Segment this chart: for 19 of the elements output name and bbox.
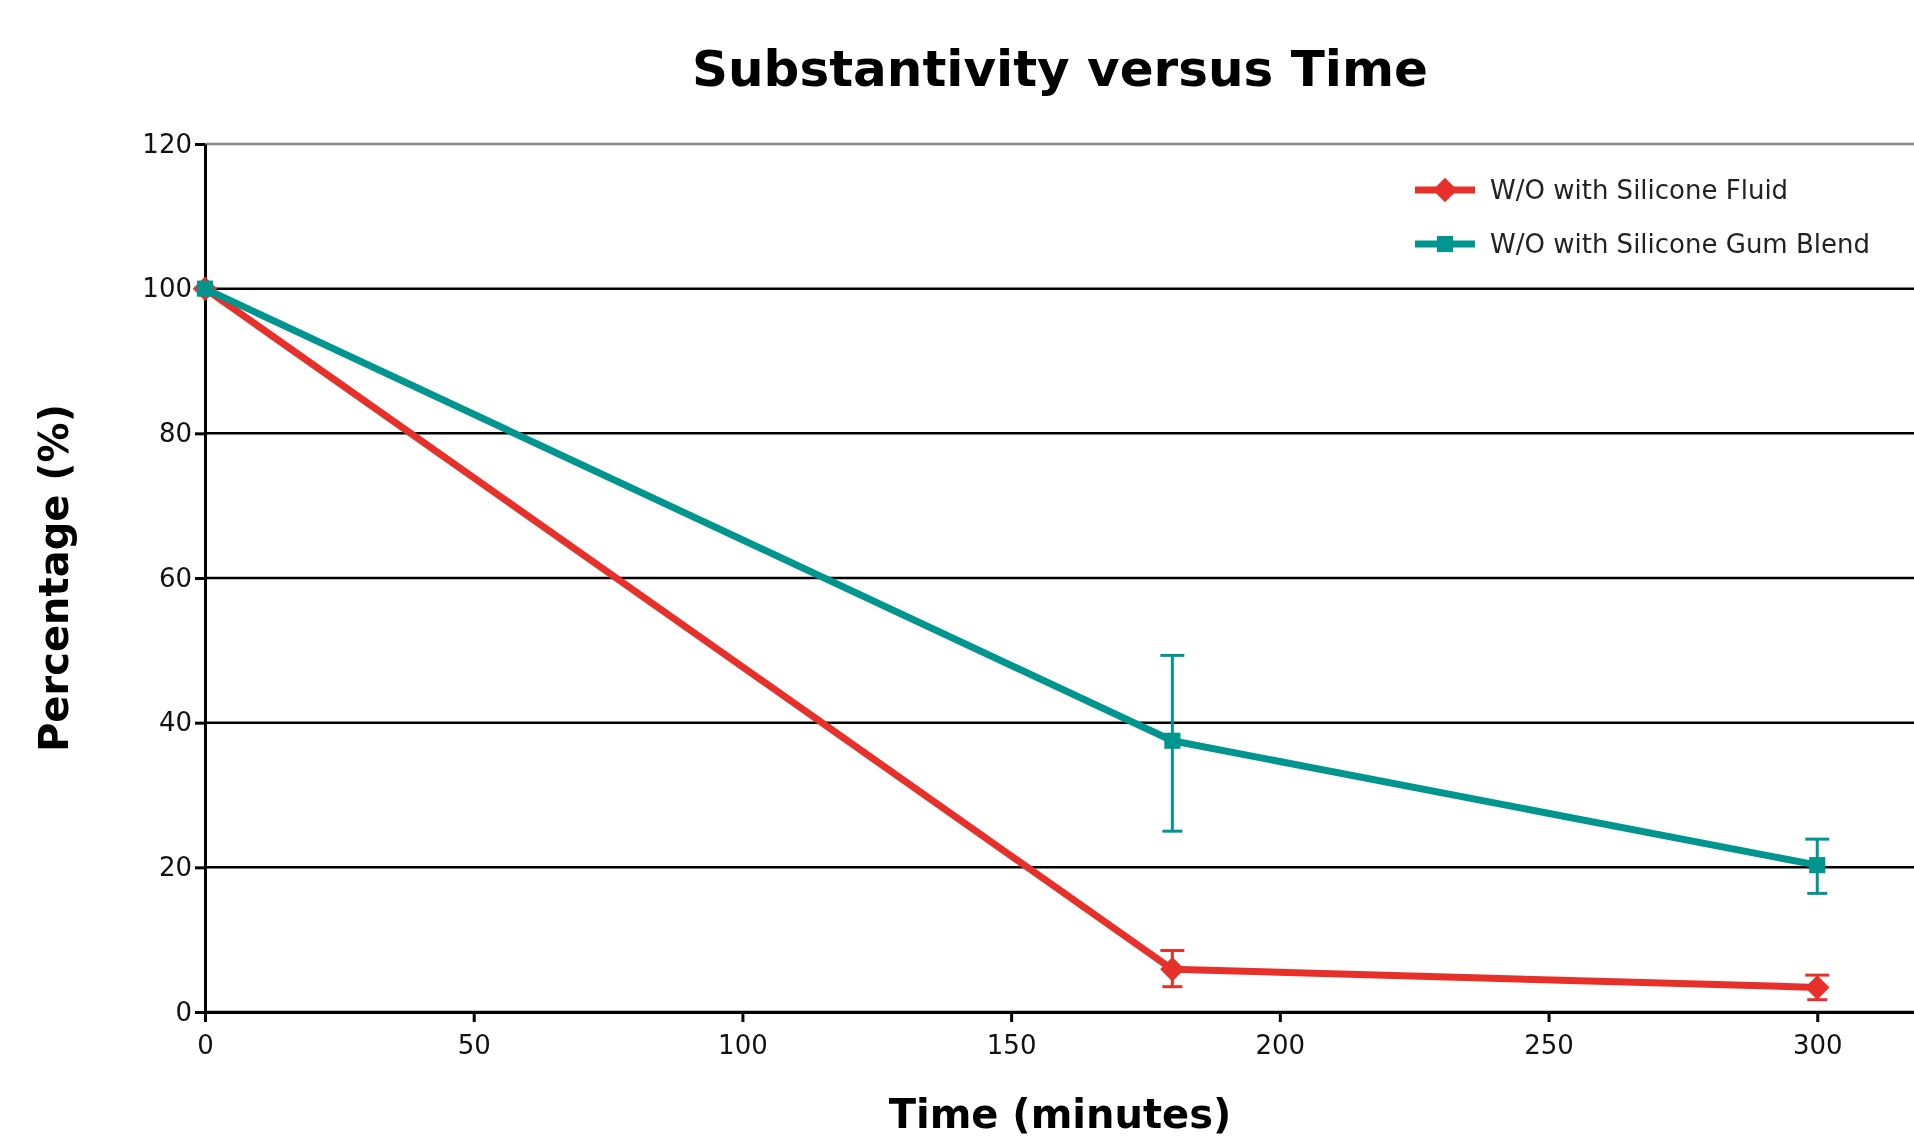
y-tick-label: 100 [142, 273, 192, 304]
x-tick-label: 250 [1524, 1029, 1574, 1060]
y-axis-title: Percentage (%) [31, 404, 77, 752]
legend-label: W/O with Silicone Fluid [1490, 175, 1789, 205]
y-tick-label: 40 [158, 707, 192, 738]
y-tick-label: 60 [158, 562, 192, 593]
x-tick-label: 200 [1255, 1029, 1306, 1060]
y-tick-label: 0 [175, 996, 192, 1027]
x-tick-label: 150 [986, 1029, 1037, 1060]
legend-label: W/O with Silicone Gum Blend [1490, 229, 1870, 259]
x-axis-title: Time (minutes) [888, 1091, 1232, 1137]
y-tick-label: 20 [158, 852, 192, 883]
y-tick-label: 120 [142, 128, 192, 159]
x-tick-label: 0 [197, 1029, 214, 1060]
y-tick-label: 80 [158, 418, 192, 449]
x-tick-label: 50 [457, 1029, 491, 1060]
chart-title: Substantivity versus Time [691, 40, 1429, 98]
x-tick-label: 300 [1792, 1029, 1843, 1060]
x-tick-label: 100 [718, 1029, 768, 1060]
